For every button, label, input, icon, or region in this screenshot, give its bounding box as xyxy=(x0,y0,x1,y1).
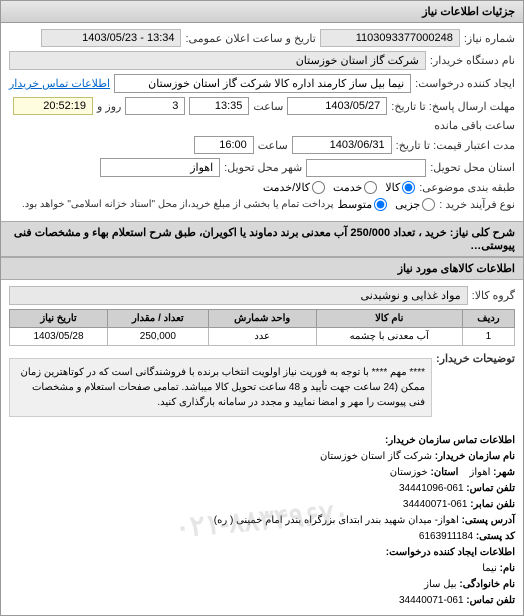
org-name: شرکت گاز استان خوزستان xyxy=(320,451,432,462)
cell-name: آب معدنی با چشمه xyxy=(316,328,462,346)
province: خوزستان xyxy=(390,467,428,478)
org-header: اطلاعات تماس سازمان خریدار: xyxy=(385,435,515,446)
cell-date: 1403/05/28 xyxy=(10,328,108,346)
buyer-note-box: **** مهم **** با توجه به فوریت نیاز اولو… xyxy=(9,358,432,417)
time-label-2: ساعت xyxy=(258,139,288,152)
details-panel: جزئیات اطلاعات نیاز شماره نیاز: 11030933… xyxy=(0,0,524,616)
col-qty: تعداد / مقدار xyxy=(108,310,209,328)
device-name-field: شرکت گاز استان خوزستان xyxy=(9,51,426,70)
header-section: شماره نیاز: 1103093377000248 تاریخ و ساع… xyxy=(1,23,523,221)
radio-both[interactable]: کالا/خدمت xyxy=(263,181,325,194)
price-radio-group: کالا خدمت کالا/خدمت xyxy=(263,181,415,194)
table-row[interactable]: 1 آب معدنی با چشمه عدد 250,000 1403/05/2… xyxy=(10,328,515,346)
cell-qty: 250,000 xyxy=(108,328,209,346)
requester-field: نیما بیل ساز کارمند اداره کالا شرکت گاز … xyxy=(114,74,411,93)
delivery-state-field xyxy=(306,159,426,177)
days-field: 3 xyxy=(125,97,185,115)
rtel: 061-34440071 xyxy=(399,595,464,606)
contact-link[interactable]: اطلاعات تماس خریدار xyxy=(9,77,110,90)
resp-date-field: 1403/05/27 xyxy=(287,97,387,115)
items-header: اطلاعات کالاهای مورد نیاز xyxy=(1,257,523,280)
cell-row: 1 xyxy=(462,328,514,346)
radio-kala[interactable]: کالا xyxy=(385,181,415,194)
radio-minor[interactable]: جزیی xyxy=(395,198,435,211)
fax: 061-34440071 xyxy=(403,499,468,510)
req-no-label: شماره نیاز: xyxy=(464,32,515,45)
radio-minor-label: جزیی xyxy=(395,198,420,211)
addr-label: آدرس پستی: xyxy=(462,515,515,526)
device-name-label: نام دستگاه خریدار: xyxy=(430,54,515,67)
summary-text: خرید ، تعداد 250/000 آب معدنی برند دماون… xyxy=(14,227,515,252)
radio-both-label: کالا/خدمت xyxy=(263,181,310,194)
rname-label: نام: xyxy=(500,563,515,574)
tel-label: تلفن تماس: xyxy=(466,483,515,494)
col-row: ردیف xyxy=(462,310,514,328)
city-label: شهر: xyxy=(493,467,515,478)
requester-label: ایجاد کننده درخواست: xyxy=(415,77,515,90)
province-label: استان: xyxy=(431,467,459,478)
col-date: تاریخ نیاز xyxy=(10,310,108,328)
price-class-label: طبقه بندی موضوعی: xyxy=(419,181,515,194)
rname: نیما xyxy=(482,563,497,574)
requester-header: اطلاعات ایجاد کننده درخواست: xyxy=(386,547,515,558)
time-label-1: ساعت xyxy=(253,100,283,113)
radio-both-input[interactable] xyxy=(312,181,325,194)
remain-time-field: 20:52:19 xyxy=(13,97,93,115)
post: 6163911184 xyxy=(419,531,473,542)
summary-label: شرح کلی نیاز: xyxy=(450,227,515,239)
req-no-field: 1103093377000248 xyxy=(320,29,460,47)
resp-deadline-label: مهلت ارسال پاسخ: تا تاریخ: xyxy=(391,100,515,113)
resp-time-field: 13:35 xyxy=(189,97,249,115)
radio-kala-input[interactable] xyxy=(402,181,415,194)
items-table: ردیف نام کالا واحد شمارش تعداد / مقدار ت… xyxy=(9,309,515,346)
post-label: کد پستی: xyxy=(476,531,515,542)
org-name-label: نام سازمان خریدار: xyxy=(435,451,515,462)
delivery-city-label: شهر محل تحویل: xyxy=(224,161,302,174)
pub-date-label: تاریخ و ساعت اعلان عمومی: xyxy=(185,32,315,45)
buyer-note-label: توضیحات خریدار: xyxy=(436,352,515,365)
delivery-state-label: استان محل تحویل: xyxy=(430,161,515,174)
rlname-label: نام خانوادگی: xyxy=(459,579,515,590)
proc-radio-group: جزیی متوسط xyxy=(338,198,436,211)
radio-medium[interactable]: متوسط xyxy=(338,198,388,211)
radio-kala-label: کالا xyxy=(385,181,400,194)
col-name: نام کالا xyxy=(316,310,462,328)
delivery-city-field: اهواز xyxy=(100,158,220,177)
group-label: گروه کالا: xyxy=(472,289,515,302)
summary-row: شرح کلی نیاز: خرید ، تعداد 250/000 آب مع… xyxy=(1,221,523,257)
city: اهواز xyxy=(470,467,491,478)
col-unit: واحد شمارش xyxy=(208,310,316,328)
table-header-row: ردیف نام کالا واحد شمارش تعداد / مقدار ت… xyxy=(10,310,515,328)
proc-type-label: نوع فرآیند خرید : xyxy=(439,198,515,211)
rlname: بیل ساز xyxy=(424,579,456,590)
fax-label: نلفن نمابر: xyxy=(470,499,515,510)
radio-khedmat-input[interactable] xyxy=(364,181,377,194)
remain-label: ساعت باقی مانده xyxy=(434,119,515,132)
radio-minor-input[interactable] xyxy=(422,198,435,211)
group-field: مواد غذایی و نوشیدنی xyxy=(9,286,468,305)
radio-medium-input[interactable] xyxy=(374,198,387,211)
proc-note: پرداخت تمام یا بخشی از مبلغ خرید،از محل … xyxy=(22,199,334,210)
addr: اهواز- میدان شهید بندر ابتدای بزرگراه بن… xyxy=(214,515,459,526)
pub-date-field: 13:34 - 1403/05/23 xyxy=(41,29,181,47)
contact-section: ۰۲۱-۸۸۳۴۹۶۷۰ اطلاعات تماس سازمان خریدار:… xyxy=(1,427,523,615)
radio-khedmat-label: خدمت xyxy=(333,181,362,194)
items-body: گروه کالا: مواد غذایی و نوشیدنی ردیف نام… xyxy=(1,280,523,427)
cell-unit: عدد xyxy=(208,328,316,346)
radio-khedmat[interactable]: خدمت xyxy=(333,181,377,194)
radio-medium-label: متوسط xyxy=(338,198,373,211)
valid-time-field: 16:00 xyxy=(194,136,254,154)
panel-title: جزئیات اطلاعات نیاز xyxy=(1,1,523,23)
rtel-label: تلفن تماس: xyxy=(466,595,515,606)
tel: 061-34441096 xyxy=(399,483,464,494)
day-label: روز و xyxy=(97,100,121,113)
valid-label: مدت اعتبار قیمت: تا تاریخ: xyxy=(396,139,515,152)
valid-date-field: 1403/06/31 xyxy=(292,136,392,154)
